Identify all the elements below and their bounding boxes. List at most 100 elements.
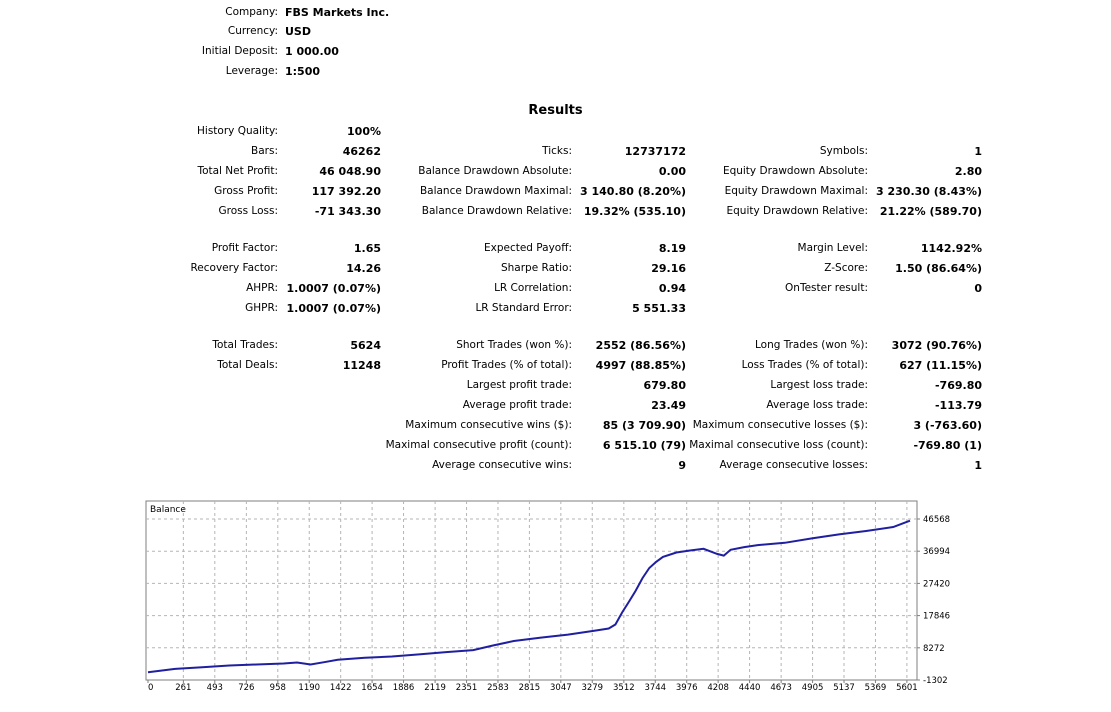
stat-value: 29.16 (651, 262, 686, 275)
y-tick-label: 8272 (923, 644, 945, 654)
stat-value: 1 (974, 459, 982, 472)
stat-label: Total Trades: (212, 339, 278, 351)
stat-value: 679.80 (643, 379, 686, 392)
stat-value: 627 (11.15%) (899, 359, 982, 372)
results-title: Results (528, 103, 583, 118)
stat-value: 21.22% (589.70) (879, 205, 982, 218)
stat-label: Gross Loss: (218, 205, 279, 217)
stat-value: 0.00 (658, 165, 686, 178)
stat-value: 1.50 (86.64%) (895, 262, 982, 275)
x-tick-label: 958 (270, 683, 286, 693)
stat-label: Short Trades (won %): (456, 339, 572, 351)
stat-value: 0.94 (658, 282, 686, 295)
stat-label: Bars: (251, 145, 278, 157)
stat-value: 8.19 (658, 242, 686, 255)
stat-value: 100% (347, 125, 381, 138)
stat-value: 9 (678, 459, 686, 472)
x-tick-label: 2119 (424, 683, 446, 693)
stat-label: Ticks: (542, 145, 572, 157)
stat-label: Balance Drawdown Absolute: (418, 165, 572, 177)
stat-value: 1 (974, 145, 982, 158)
stat-value: 3 230.30 (8.43%) (876, 185, 982, 198)
stat-label: LR Correlation: (494, 282, 572, 294)
stat-value: 1.65 (353, 242, 381, 255)
x-tick-label: 3976 (676, 683, 698, 693)
stat-label: Average loss trade: (766, 399, 868, 411)
x-tick-label: 493 (207, 683, 223, 693)
stat-value: 2.80 (954, 165, 982, 178)
stat-label: Symbols: (819, 145, 868, 157)
stat-label: Average profit trade: (462, 399, 572, 411)
x-tick-label: 2583 (487, 683, 509, 693)
company-label: Company: (225, 6, 278, 18)
stat-label: Balance Drawdown Maximal: (419, 185, 572, 197)
x-tick-label: 4440 (739, 683, 761, 693)
initial-deposit-value: 1 000.00 (285, 45, 339, 58)
stat-label: Expected Payoff: (483, 242, 572, 254)
stat-label: Total Net Profit: (197, 165, 278, 177)
stat-label: AHPR: (246, 282, 278, 294)
x-tick-label: 1654 (361, 683, 383, 693)
x-tick-label: 4673 (770, 683, 792, 693)
stat-label: Loss Trades (% of total): (741, 359, 868, 371)
stat-value: 4997 (88.85%) (595, 359, 686, 372)
stat-label: Margin Level: (797, 242, 868, 254)
chart-title: Balance (150, 505, 186, 515)
stat-value: 117 392.20 (311, 185, 381, 198)
x-tick-label: 5369 (865, 683, 887, 693)
stat-label: Equity Drawdown Absolute: (722, 165, 868, 177)
x-tick-label: 1886 (393, 683, 415, 693)
stat-label: Long Trades (won %): (754, 339, 868, 351)
stat-label: Z-Score: (824, 262, 868, 274)
stat-label: OnTester result: (785, 282, 868, 294)
stat-label: Maximal consecutive profit (count): (385, 439, 572, 451)
y-tick-label: 46568 (923, 515, 950, 525)
stat-label: Gross Profit: (214, 185, 278, 197)
balance-series-line (147, 519, 911, 674)
stat-label: Maximum consecutive wins ($): (405, 419, 572, 431)
x-tick-label: 2351 (456, 683, 478, 693)
x-tick-label: 3047 (550, 683, 572, 693)
stat-value: 46262 (342, 145, 381, 158)
stat-value: 3 (-763.60) (913, 419, 982, 432)
stat-label: Largest profit trade: (466, 379, 572, 391)
stat-value: 12737172 (624, 145, 686, 158)
stat-label: Equity Drawdown Relative: (726, 205, 868, 217)
x-tick-label: 1190 (298, 683, 320, 693)
x-tick-label: 726 (238, 683, 254, 693)
stat-value: 3 140.80 (8.20%) (580, 185, 686, 198)
stat-value: 6 515.10 (79) (602, 439, 686, 452)
leverage-label: Leverage: (225, 65, 278, 77)
company-value: FBS Markets Inc. (285, 6, 390, 19)
stat-label: Profit Factor: (211, 242, 278, 254)
stat-value: -113.79 (934, 399, 982, 412)
stat-label: Largest loss trade: (770, 379, 868, 391)
x-tick-label: 3279 (581, 683, 603, 693)
stat-value: 1.0007 (0.07%) (286, 282, 382, 295)
stat-value: 0 (974, 282, 982, 295)
stat-value: 3072 (90.76%) (891, 339, 982, 352)
x-tick-label: 4208 (707, 683, 729, 693)
stat-label: Total Deals: (217, 359, 278, 371)
stat-value: 23.49 (651, 399, 686, 412)
stat-value: 1.0007 (0.07%) (286, 302, 382, 315)
stat-value: 85 (3 709.90) (602, 419, 686, 432)
leverage-value: 1:500 (285, 65, 321, 78)
stat-label: Maximum consecutive losses ($): (692, 419, 868, 431)
x-tick-label: 3512 (613, 683, 635, 693)
currency-label: Currency: (227, 25, 278, 37)
stat-value: 2552 (86.56%) (595, 339, 686, 352)
chart-plot-area (145, 500, 918, 681)
initial-deposit-label: Initial Deposit: (201, 45, 278, 57)
y-tick-label: 27420 (923, 579, 950, 589)
stat-value: 46 048.90 (319, 165, 381, 178)
stat-label: History Quality: (197, 125, 278, 137)
stat-value: 5624 (350, 339, 381, 352)
stat-value: 19.32% (535.10) (583, 205, 686, 218)
y-tick-label: 36994 (923, 547, 950, 557)
stat-label: LR Standard Error: (475, 302, 572, 314)
stat-value: 1142.92% (920, 242, 982, 255)
y-tick-label: -1302 (923, 676, 948, 686)
x-tick-label: 2815 (519, 683, 541, 693)
x-tick-label: 1422 (330, 683, 352, 693)
